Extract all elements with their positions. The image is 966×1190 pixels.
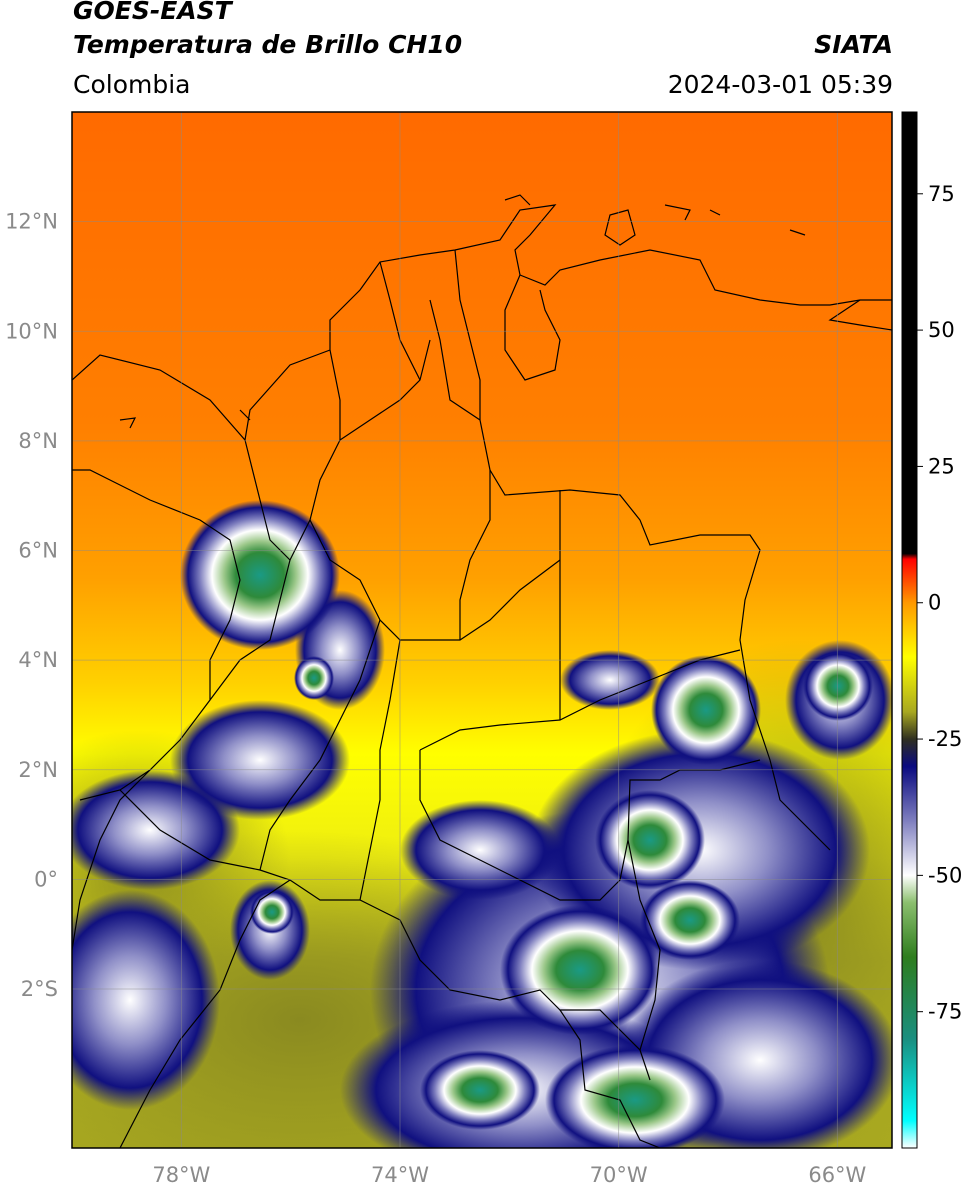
colorbar-ticks: 75 50 25 0 -25 -50 -75 <box>917 182 962 1024</box>
satellite-title: GOES-EAST <box>73 0 232 25</box>
colorbar-tick-label: 0 <box>928 591 941 615</box>
lat-tick-label: 6°N <box>18 539 58 563</box>
lon-tick-label: 74°W <box>371 1163 429 1187</box>
storm-cores <box>180 500 873 1148</box>
lat-tick-label: 10°N <box>5 319 58 343</box>
map-frame <box>71 111 893 1149</box>
lat-tick-label: 12°N <box>5 210 58 234</box>
brand-label: SIATA <box>814 30 893 59</box>
lat-tick-label: 4°N <box>18 648 58 672</box>
colorbar-tick-label: -25 <box>928 727 962 751</box>
colorbar: 75 50 25 0 -25 -50 -75 <box>901 111 962 1149</box>
country-borders <box>72 194 892 1148</box>
lat-tick-label: 8°N <box>18 429 58 453</box>
colorbar-tick-label: 25 <box>928 454 955 478</box>
lon-tick-label: 78°W <box>152 1163 210 1187</box>
lat-tick-labels: 12°N 10°N 8°N 6°N 4°N 2°N 0° 2°S <box>5 210 58 1001</box>
lon-tick-label: 70°W <box>590 1163 648 1187</box>
colorbar-tick-label: -50 <box>928 863 962 887</box>
colorbar-tick-label: 75 <box>928 182 955 206</box>
graticule <box>72 112 892 1148</box>
colorbar-tick-label: 50 <box>928 318 955 342</box>
lon-tick-label: 66°W <box>808 1163 866 1187</box>
lat-tick-label: 2°S <box>21 977 58 1001</box>
colorbar-tick-label: -75 <box>928 1000 962 1024</box>
colorbar-bar <box>901 111 918 1149</box>
lat-tick-label: 2°N <box>18 758 58 782</box>
product-title: Temperatura de Brillo CH10 <box>73 30 463 59</box>
timestamp-label: 2024-03-01 05:39 <box>667 70 893 99</box>
region-label: Colombia <box>73 70 191 99</box>
map-image <box>72 112 892 1148</box>
lat-tick-label: 0° <box>34 867 58 891</box>
lon-tick-labels: 78°W 74°W 70°W 66°W <box>152 1163 866 1187</box>
